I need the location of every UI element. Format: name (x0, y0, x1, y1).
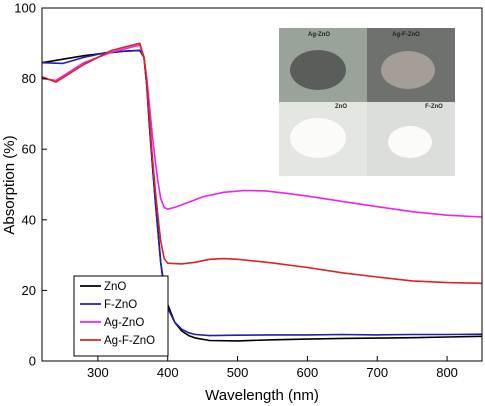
y-tick-label: 0 (29, 354, 36, 369)
x-tick-label: 300 (87, 365, 109, 380)
y-tick-label: 80 (22, 71, 36, 86)
y-tick-label: 100 (14, 1, 36, 16)
legend-label-ag-f-zno: Ag-F-ZnO (104, 335, 155, 347)
y-tick-label: 40 (22, 212, 36, 227)
powder-ag-zno (290, 50, 346, 90)
photo-label-f-zno: F-ZnO (425, 104, 443, 110)
x-tick-label: 700 (366, 365, 388, 380)
sample-photos-inset: Ag-ZnO Ag-F-ZnO ZnO F-ZnO (279, 28, 455, 176)
series-line-ag-f-zno (41, 42, 483, 285)
photo-label-ag-zno: Ag-ZnO (308, 32, 330, 38)
photo-label-zno: ZnO (335, 104, 347, 110)
axes: 300 400 500 600 700 800 0 20 40 60 80 100 (14, 1, 483, 380)
legend-label-zno: ZnO (104, 281, 126, 293)
legend-box (73, 275, 169, 357)
x-tick-label: 500 (227, 365, 249, 380)
y-axis-title: Absorption (%) (1, 135, 18, 234)
powder-ag-f-zno (381, 51, 435, 89)
legend-label-ag-zno: Ag-ZnO (104, 317, 144, 329)
plot-frame (41, 7, 483, 362)
y-tick-label: 60 (22, 142, 36, 157)
series-line-ag-zno (41, 44, 483, 218)
x-axis-title: Wavelength (nm) (205, 387, 319, 404)
x-tick-label: 600 (297, 365, 319, 380)
legend: ZnO F-ZnO Ag-ZnO Ag-F-ZnO (73, 275, 169, 357)
legend-label-f-zno: F-ZnO (104, 299, 137, 311)
x-tick-label: 400 (157, 365, 179, 380)
photo-label-ag-f-zno: Ag-F-ZnO (392, 32, 420, 38)
x-tick-label: 800 (436, 365, 458, 380)
powder-zno (290, 118, 346, 158)
powder-f-zno (388, 126, 432, 158)
y-tick-label: 20 (22, 283, 36, 298)
